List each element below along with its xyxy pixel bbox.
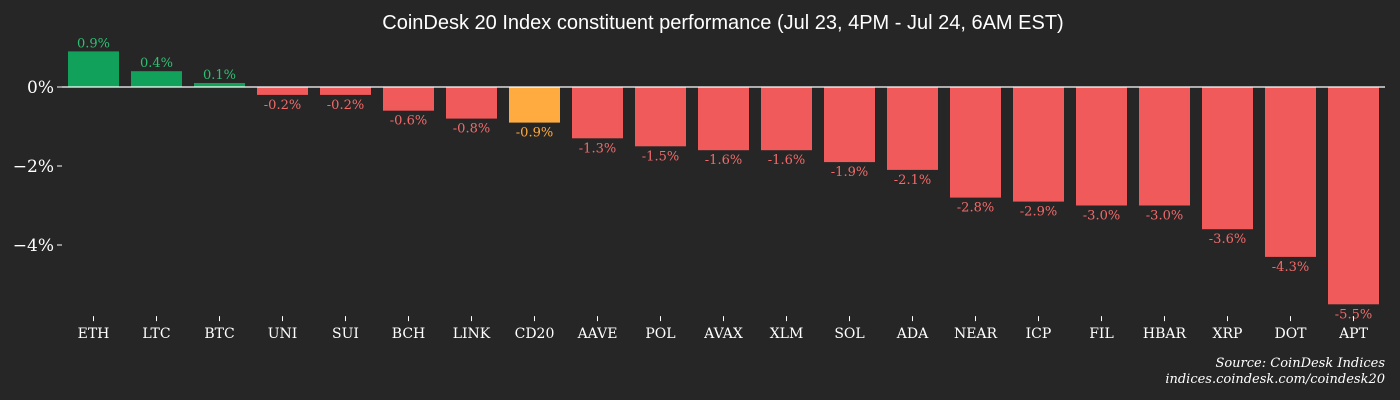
bar-aave bbox=[572, 87, 623, 139]
bar-xlm bbox=[761, 87, 812, 151]
data-label-dot: -4.3% bbox=[1272, 260, 1309, 275]
data-label-bch: -0.6% bbox=[390, 114, 427, 129]
data-label-hbar: -3.0% bbox=[1146, 209, 1183, 224]
x-tick-label-link: LINK bbox=[453, 326, 491, 342]
bar-apt bbox=[1328, 87, 1379, 305]
x-tick-label-aave: AAVE bbox=[577, 326, 618, 342]
data-label-cd20: -0.9% bbox=[516, 126, 553, 141]
x-tick-label-sol: SOL bbox=[834, 326, 864, 342]
bar-avax bbox=[698, 87, 749, 151]
x-tick-label-ada: ADA bbox=[896, 326, 929, 342]
bar-sol bbox=[824, 87, 875, 163]
chart-title: CoinDesk 20 Index constituent performanc… bbox=[382, 12, 1063, 34]
data-label-xlm: -1.6% bbox=[768, 153, 805, 168]
x-tick-label-uni: UNI bbox=[268, 326, 298, 342]
x-tick-label-fil: FIL bbox=[1089, 326, 1114, 342]
data-label-near: -2.8% bbox=[957, 201, 994, 216]
x-tick-label-icp: ICP bbox=[1026, 326, 1052, 342]
bar-pol bbox=[635, 87, 686, 147]
bars-layer bbox=[68, 51, 1379, 305]
y-tick-label-2: −4% bbox=[13, 236, 54, 256]
data-label-btc: 0.1% bbox=[203, 68, 236, 83]
data-label-ada: -2.1% bbox=[894, 173, 931, 188]
bar-cd20 bbox=[509, 87, 560, 123]
x-tick-label-xrp: XRP bbox=[1213, 326, 1243, 342]
data-label-eth: 0.9% bbox=[77, 36, 110, 51]
x-tick-label-pol: POL bbox=[645, 326, 675, 342]
x-tick-label-bch: BCH bbox=[392, 326, 425, 342]
x-tick-label-sui: SUI bbox=[332, 326, 359, 342]
data-label-pol: -1.5% bbox=[642, 149, 679, 164]
bar-btc bbox=[194, 83, 245, 87]
bar-hbar bbox=[1139, 87, 1190, 206]
data-label-xrp: -3.6% bbox=[1209, 232, 1246, 247]
x-tick-label-apt: APT bbox=[1338, 326, 1369, 342]
data-label-fil: -3.0% bbox=[1083, 209, 1120, 224]
data-label-apt: -5.5% bbox=[1335, 307, 1372, 322]
data-label-sui: -0.2% bbox=[327, 98, 364, 113]
data-label-sol: -1.9% bbox=[831, 165, 868, 180]
x-tick-label-ltc: LTC bbox=[142, 326, 170, 342]
x-tick-label-hbar: HBAR bbox=[1143, 326, 1187, 342]
bar-sui bbox=[320, 87, 371, 95]
data-label-avax: -1.6% bbox=[705, 153, 742, 168]
x-axis: ETH LTC BTC UNI SUI BCH LINK CD20 AAVE POL AVAX XLM… bbox=[78, 316, 1369, 342]
x-tick-label-dot: DOT bbox=[1274, 326, 1307, 342]
y-tick-label-1: −2% bbox=[13, 157, 54, 177]
data-label-uni: -0.2% bbox=[264, 98, 301, 113]
data-label-ltc: 0.4% bbox=[140, 56, 173, 71]
x-tick-label-xlm: XLM bbox=[770, 326, 804, 342]
bar-eth bbox=[68, 51, 119, 87]
x-tick-label-btc: BTC bbox=[204, 326, 234, 342]
bar-ltc bbox=[131, 71, 182, 87]
bar-fil bbox=[1076, 87, 1127, 206]
bar-near bbox=[950, 87, 1001, 198]
x-tick-label-cd20: CD20 bbox=[515, 326, 555, 342]
source-line-2: indices.coindesk.com/coindesk20 bbox=[1165, 372, 1385, 387]
data-label-link: -0.8% bbox=[453, 122, 490, 137]
y-axis: 0% −2% −4% bbox=[13, 78, 62, 256]
bar-ada bbox=[887, 87, 938, 170]
bar-bch bbox=[383, 87, 434, 111]
bar-dot bbox=[1265, 87, 1316, 257]
data-label-aave: -1.3% bbox=[579, 141, 616, 156]
x-tick-label-near: NEAR bbox=[954, 326, 998, 342]
data-labels-layer: 0.9% 0.4% 0.1% -0.2% -0.2% -0.6% -0.8% -0.9% -1.… bbox=[77, 36, 1372, 322]
x-tick-label-avax: AVAX bbox=[703, 326, 743, 342]
bar-xrp bbox=[1202, 87, 1253, 230]
y-tick-label-0: 0% bbox=[27, 78, 54, 98]
bar-link bbox=[446, 87, 497, 119]
source-line-1: Source: CoinDesk Indices bbox=[1215, 356, 1385, 371]
x-tick-label-eth: ETH bbox=[78, 326, 110, 342]
bar-uni bbox=[257, 87, 308, 95]
bar-icp bbox=[1013, 87, 1064, 202]
data-label-icp: -2.9% bbox=[1020, 205, 1057, 220]
